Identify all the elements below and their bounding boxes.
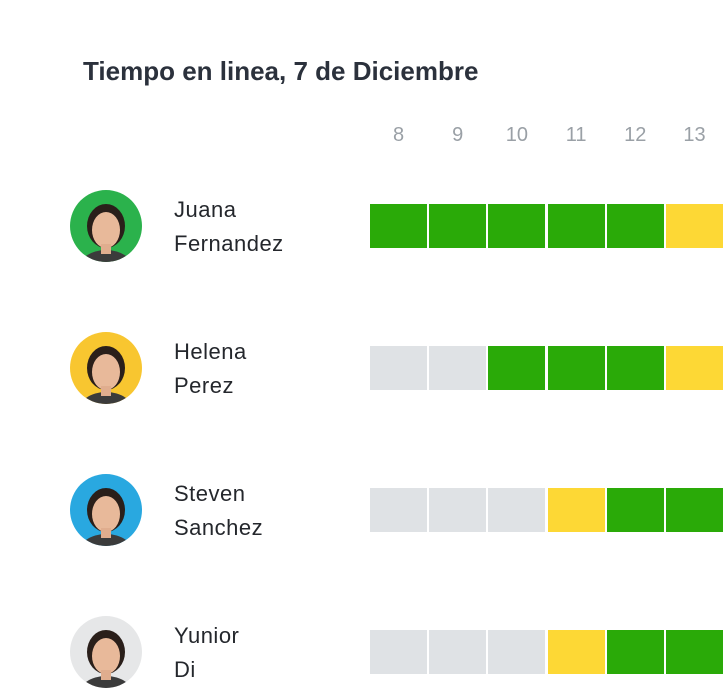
status-cell <box>429 630 487 674</box>
person-name: Fernandez <box>174 231 284 256</box>
avatar <box>70 474 142 546</box>
avatar-face <box>80 204 132 262</box>
status-cell <box>488 488 546 532</box>
avatar-face <box>80 630 132 688</box>
status-cell <box>666 204 723 248</box>
hour-label: 8 <box>392 124 405 146</box>
status-cell <box>547 488 605 532</box>
hour-label: 9 <box>452 124 464 146</box>
status-cell <box>666 488 723 532</box>
status-cell <box>488 630 546 674</box>
status-cell <box>606 204 664 248</box>
hour-label: 11 <box>565 124 587 146</box>
person-name: Di <box>174 657 196 682</box>
page: {"title": "Tiempo en linea, 7 de Diciemb… <box>70 56 723 688</box>
hour-label: 13 <box>683 124 706 146</box>
avatar <box>70 332 142 404</box>
status-cell <box>370 346 427 390</box>
status-cell <box>666 346 723 390</box>
status-cell <box>370 204 427 248</box>
person-name: Sanchez <box>174 515 264 540</box>
status-cell <box>606 346 664 390</box>
title: Tiempo en linea, 7 de Diciembre <box>83 56 479 86</box>
hour-label: 10 <box>505 124 529 146</box>
avatar <box>70 616 142 688</box>
status-cell <box>666 630 723 674</box>
person-name: Yunior <box>174 623 240 648</box>
status-cell <box>429 204 487 248</box>
status-cell <box>429 488 487 532</box>
status-cell <box>547 630 605 674</box>
person-name: Helena <box>174 339 247 364</box>
avatar-face <box>80 488 132 546</box>
status-cell <box>488 346 546 390</box>
avatar <box>70 190 142 262</box>
avatar-face <box>80 346 132 404</box>
status-cell <box>547 204 605 248</box>
person-name: Perez <box>174 373 234 398</box>
status-cell <box>370 488 427 532</box>
hour-label: 12 <box>624 124 647 146</box>
status-cell <box>370 630 427 674</box>
status-cell <box>488 204 546 248</box>
status-cell <box>606 488 664 532</box>
status-cell <box>606 630 664 674</box>
person-name: Steven <box>174 481 246 506</box>
status-cell <box>429 346 487 390</box>
status-cell <box>547 346 605 390</box>
person-name: Juana <box>174 197 237 222</box>
